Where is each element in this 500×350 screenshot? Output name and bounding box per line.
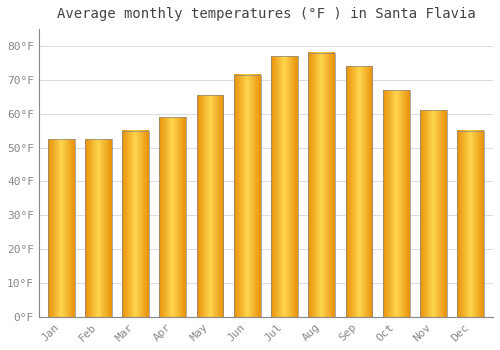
Bar — [271, 56, 298, 317]
Bar — [383, 90, 409, 317]
Title: Average monthly temperatures (°F ) in Santa Flavia: Average monthly temperatures (°F ) in Sa… — [56, 7, 476, 21]
Bar — [160, 117, 186, 317]
Bar — [48, 139, 74, 317]
Bar — [346, 66, 372, 317]
Bar — [308, 53, 335, 317]
Bar — [196, 95, 224, 317]
Bar — [122, 131, 149, 317]
Bar — [420, 110, 447, 317]
Bar — [458, 131, 484, 317]
Bar — [85, 139, 112, 317]
Bar — [234, 75, 260, 317]
